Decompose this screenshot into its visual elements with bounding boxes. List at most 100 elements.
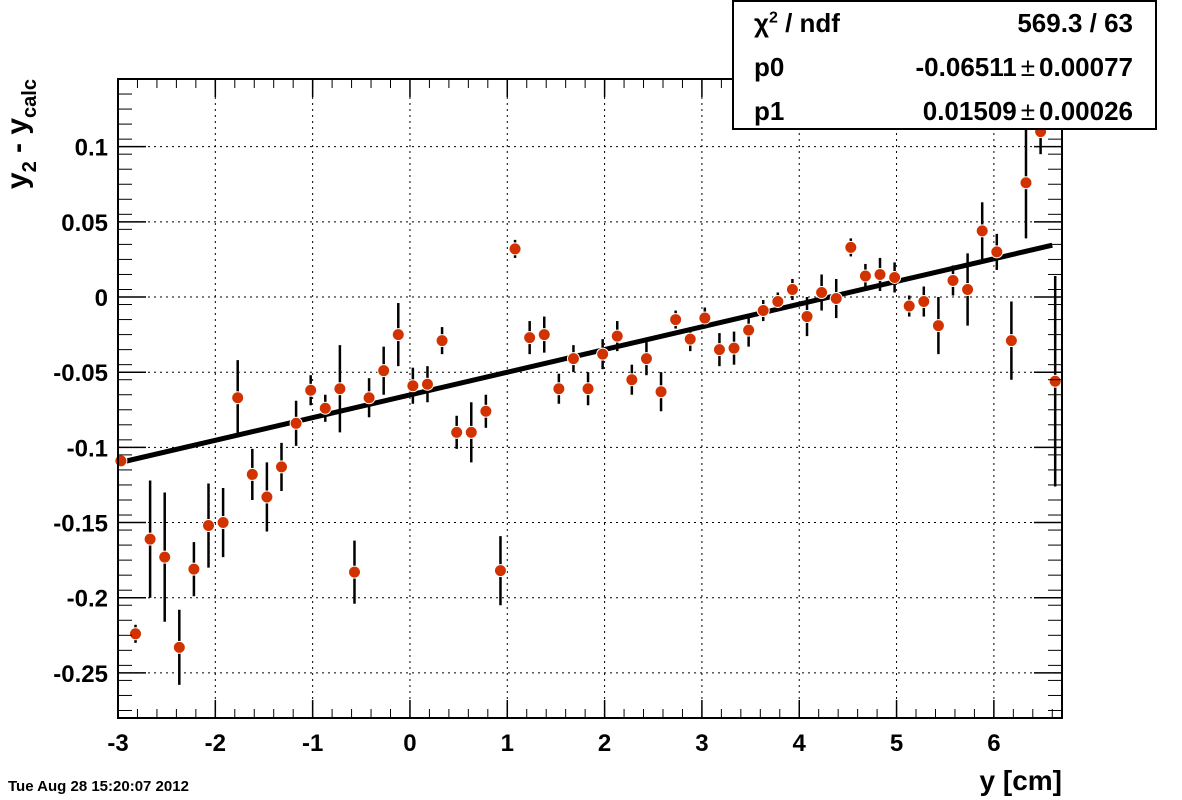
y-tick-label: -0.25: [53, 661, 108, 688]
x-tick-label: 5: [890, 730, 903, 757]
data-point: [581, 372, 595, 406]
p0-value: -0.06511: [915, 52, 1017, 82]
point-marker: [231, 391, 245, 405]
point-marker: [756, 304, 770, 318]
data-point: [493, 536, 507, 606]
y-axis-title-base: y: [1, 172, 34, 189]
point-marker: [479, 404, 493, 418]
fit-stats-box: χ2 / ndf 569.3 / 63 p0 -0.06511 ±0.00077 …: [732, 0, 1157, 130]
point-marker: [785, 282, 799, 296]
x-tick-labels: -3 -2 -1 0 1 2 3 4 5 6: [107, 730, 1000, 757]
x-tick-label: 0: [403, 730, 416, 757]
point-marker: [143, 532, 157, 546]
point-marker: [800, 310, 814, 324]
data-point: [362, 378, 376, 418]
x-tick-label: -3: [107, 730, 128, 757]
y-tick-label: 0: [95, 285, 108, 312]
point-marker: [1048, 374, 1062, 388]
point-marker: [858, 269, 872, 283]
point-marker: [260, 490, 274, 504]
data-point: [902, 295, 916, 317]
data-point: [756, 300, 770, 322]
point-marker: [129, 627, 143, 641]
data-point: [304, 375, 318, 406]
data-points-layer: [114, 109, 1062, 685]
data-point: [450, 415, 464, 449]
point-marker: [683, 332, 697, 346]
point-marker: [552, 382, 566, 396]
point-marker: [493, 564, 507, 578]
data-point: [333, 345, 347, 433]
data-point: [683, 327, 697, 352]
y-tick-label: 0.05: [61, 210, 108, 237]
data-point: [815, 274, 829, 311]
point-marker: [931, 319, 945, 333]
x-tick-label: 4: [793, 730, 807, 757]
x-tick-label: 3: [695, 730, 708, 757]
data-point: [129, 624, 143, 643]
data-point: [742, 313, 756, 347]
point-marker: [362, 391, 376, 405]
x-tick-label: -2: [205, 730, 226, 757]
data-point: [610, 321, 624, 352]
data-point: [479, 394, 493, 428]
data-point: [158, 492, 172, 622]
data-point: [318, 394, 332, 422]
data-point: [260, 462, 274, 532]
plot-frame: [117, 78, 1063, 719]
data-point: [654, 372, 668, 412]
point-marker: [742, 323, 756, 337]
stat-value-p1: 0.01509 ±0.00026: [923, 96, 1133, 127]
y-tick-label: -0.15: [53, 511, 108, 538]
p1-pm: ±: [1020, 96, 1036, 126]
point-marker: [114, 454, 128, 468]
point-marker: [727, 341, 741, 355]
grid-lines: [117, 79, 1062, 718]
y-tick-labels: -0.25 -0.2 -0.15 -0.1 -0.05 0 0.05 0.1: [53, 135, 108, 688]
data-point: [552, 373, 566, 404]
data-point: [625, 364, 639, 395]
point-marker: [961, 282, 975, 296]
data-point: [785, 278, 799, 301]
data-point: [829, 278, 843, 319]
stat-name-p0: p0: [754, 52, 785, 82]
stat-name-chi2: χ2 / ndf: [754, 8, 840, 39]
data-point: [1019, 127, 1033, 239]
data-point: [639, 342, 653, 376]
point-marker: [245, 467, 259, 481]
point-marker: [377, 364, 391, 378]
point-marker: [435, 334, 449, 348]
data-point: [990, 233, 1004, 270]
data-point: [377, 346, 391, 395]
stat-row-chi2: χ2 / ndf 569.3 / 63: [734, 8, 1155, 48]
x-tick-label: 6: [987, 730, 1000, 757]
point-marker: [815, 286, 829, 300]
timestamp: Tue Aug 28 15:20:07 2012: [8, 778, 189, 795]
point-marker: [873, 267, 887, 281]
data-point: [406, 367, 420, 404]
x-tick-label: -1: [302, 730, 323, 757]
data-point: [537, 316, 551, 353]
point-marker: [581, 382, 595, 396]
p0-pm: ±: [1020, 52, 1036, 82]
point-marker: [712, 343, 726, 357]
point-marker: [391, 328, 405, 342]
point-marker: [771, 295, 785, 309]
data-point: [566, 345, 580, 373]
data-point: [975, 202, 989, 260]
point-marker: [902, 299, 916, 313]
point-marker: [216, 516, 230, 530]
ndf-label: / ndf: [777, 8, 840, 38]
point-marker: [975, 224, 989, 238]
point-marker: [654, 385, 668, 399]
point-marker: [888, 270, 902, 284]
point-marker: [304, 383, 318, 397]
data-point: [669, 310, 683, 329]
point-marker: [508, 242, 522, 256]
data-point: [888, 262, 902, 293]
data-point: [1004, 301, 1018, 380]
y-axis-title-sub1: 2: [19, 161, 41, 172]
point-marker: [698, 311, 712, 325]
p0-error: 0.00077: [1039, 52, 1133, 82]
